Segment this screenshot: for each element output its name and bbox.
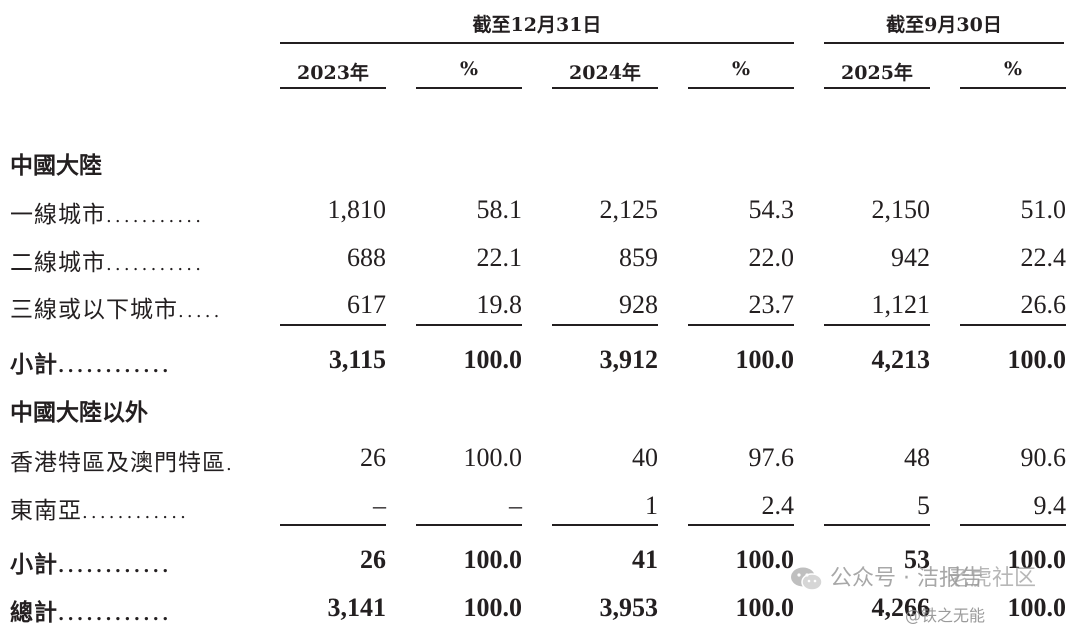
cell: 40 — [632, 443, 658, 472]
subtotal-rule — [416, 324, 522, 326]
row-label-tier2: 二線城市........... — [10, 250, 205, 276]
cell: 48 — [904, 443, 930, 472]
watermark-overlay: 老虎社区 — [948, 566, 1037, 591]
cell: 1 — [645, 491, 658, 520]
cell: 3,912 — [599, 345, 659, 374]
cell: 51.0 — [1020, 195, 1067, 224]
cell: 100.0 — [463, 443, 523, 472]
col-rule — [688, 87, 794, 89]
cell: 3,953 — [599, 593, 659, 622]
cell: 100.0 — [1007, 345, 1067, 374]
row-label-tier1: 一線城市........... — [10, 202, 205, 228]
col-rule — [824, 87, 930, 89]
cell: 5 — [917, 491, 930, 520]
cell: 2,125 — [599, 195, 659, 224]
cell: 23.7 — [748, 290, 795, 319]
cell: 26 — [360, 443, 386, 472]
row-label-total: 總計............ — [10, 600, 172, 626]
cell: 41 — [632, 545, 658, 574]
cell: 617 — [347, 290, 386, 319]
col-header-2025: 2025年 — [841, 62, 913, 84]
subtotal-rule — [280, 324, 386, 326]
wechat-icon — [790, 566, 824, 592]
row-label-subtotal-outside: 小計............ — [10, 552, 172, 578]
col-rule — [552, 87, 658, 89]
cell: 3,141 — [327, 593, 387, 622]
col-header-pct-2023: % — [459, 58, 479, 80]
section-title-outside-mainland: 中國大陸以外 — [10, 400, 148, 426]
cell: 26.6 — [1020, 290, 1067, 319]
cell: 97.6 — [748, 443, 795, 472]
col-rule — [280, 87, 386, 89]
col-header-2024: 2024年 — [569, 62, 641, 84]
cell: 1,121 — [871, 290, 931, 319]
cell: 100.0 — [735, 593, 795, 622]
group-rule-sep30 — [824, 42, 1064, 44]
section-title-mainland: 中國大陸 — [10, 153, 102, 179]
col-rule — [416, 87, 522, 89]
subtotal-rule — [824, 524, 930, 526]
cell: 22.1 — [476, 243, 523, 272]
cell: 100.0 — [1007, 593, 1067, 622]
cell: 928 — [619, 290, 658, 319]
cell: 53 — [904, 545, 930, 574]
cell: – — [509, 491, 522, 520]
subtotal-rule — [824, 324, 930, 326]
group-rule-dec31 — [280, 42, 794, 44]
row-label-southeast-asia: 東南亞............ — [10, 498, 190, 524]
cell: 26 — [360, 545, 386, 574]
cell: 22.0 — [748, 243, 795, 272]
col-header-pct-2025: % — [1003, 58, 1023, 80]
cell: 54.3 — [748, 195, 795, 224]
col-rule — [960, 87, 1066, 89]
cell: 100.0 — [735, 345, 795, 374]
subtotal-rule — [416, 524, 522, 526]
subtotal-rule — [552, 524, 658, 526]
cell: 859 — [619, 243, 658, 272]
cell: 4,266 — [871, 593, 931, 622]
cell: – — [373, 491, 386, 520]
cell: 58.1 — [476, 195, 523, 224]
row-label-subtotal-mainland: 小計............ — [10, 352, 172, 378]
row-label-tier3: 三線或以下城市..... — [10, 297, 223, 323]
subtotal-rule — [552, 324, 658, 326]
cell: 100.0 — [463, 545, 523, 574]
cell: 19.8 — [476, 290, 523, 319]
cell: 4,213 — [871, 345, 931, 374]
cell: 100.0 — [463, 593, 523, 622]
watermark: 公众号 · 洁报告 — [790, 560, 983, 592]
cell: 2,150 — [871, 195, 931, 224]
group-header-sep30: 截至9月30日 — [886, 14, 1002, 36]
group-header-dec31: 截至12月31日 — [472, 14, 602, 36]
row-label-hk-macau: 香港特區及澳門特區. — [10, 450, 235, 476]
cell: 90.6 — [1020, 443, 1067, 472]
subtotal-rule — [688, 524, 794, 526]
cell: 3,115 — [328, 345, 386, 374]
col-header-2023: 2023年 — [297, 62, 369, 84]
cell: 9.4 — [1033, 491, 1067, 520]
cell: 100.0 — [735, 545, 795, 574]
subtotal-rule — [960, 324, 1066, 326]
cell: 2.4 — [761, 491, 795, 520]
cell: 688 — [347, 243, 386, 272]
cell: 942 — [891, 243, 930, 272]
watermark-text: 公众号 · 洁报告 — [830, 566, 983, 591]
watermark-handle: @铁之无能 — [905, 606, 986, 625]
col-header-pct-2024: % — [731, 58, 751, 80]
cell: 22.4 — [1020, 243, 1067, 272]
subtotal-rule — [688, 324, 794, 326]
subtotal-rule — [280, 524, 386, 526]
subtotal-rule — [960, 524, 1066, 526]
cell: 100.0 — [463, 345, 523, 374]
cell: 1,810 — [327, 195, 387, 224]
cell: 100.0 — [1007, 545, 1067, 574]
